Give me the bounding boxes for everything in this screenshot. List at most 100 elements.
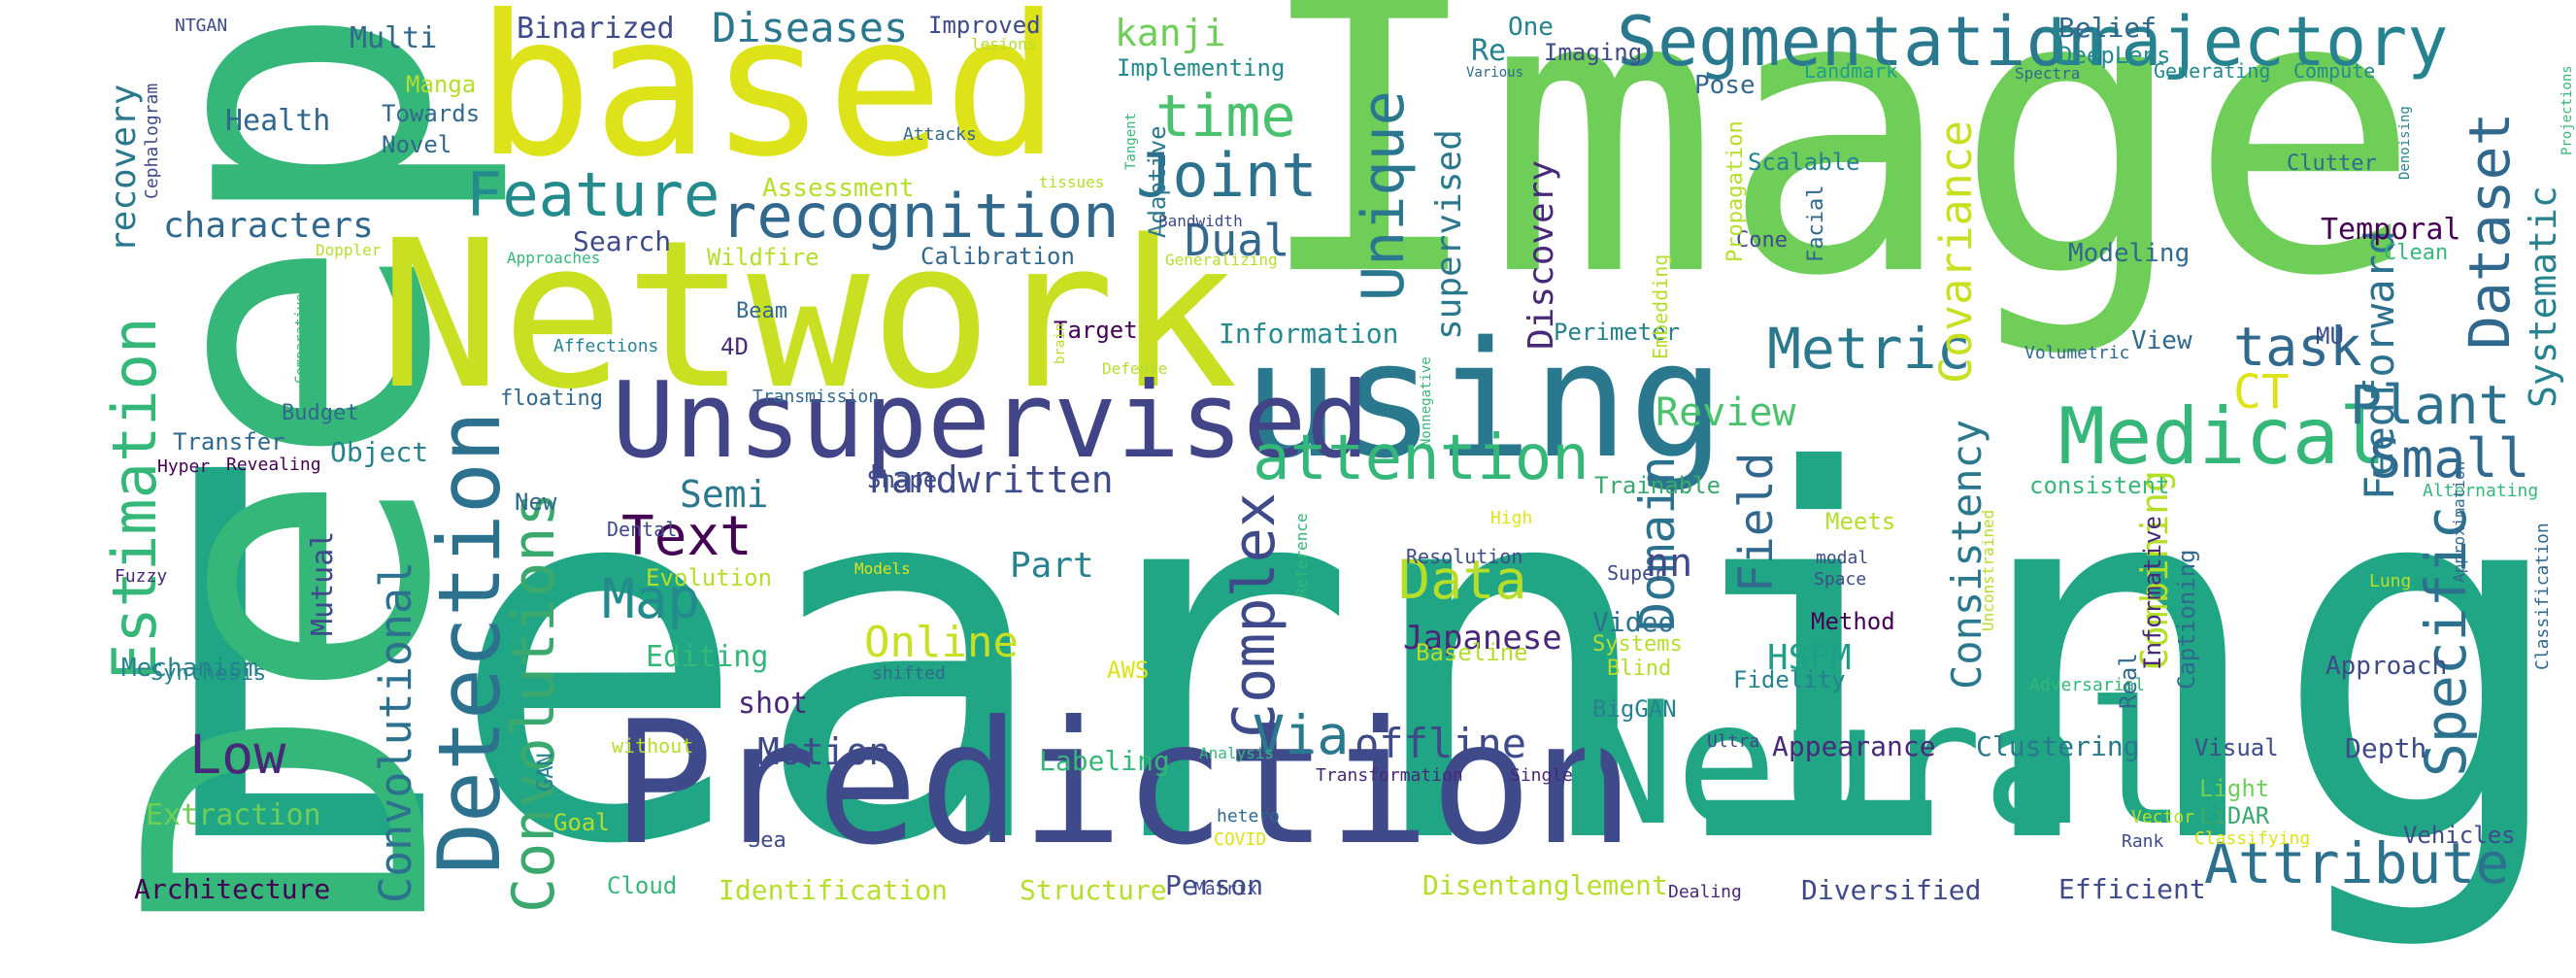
word-video: Video	[1592, 606, 1675, 638]
word-lesions: lesions	[971, 35, 1037, 53]
word-attacks: Attacks	[903, 124, 977, 145]
word-improved: Improved	[928, 12, 1041, 39]
word-scalable: Scalable	[1748, 149, 1860, 176]
word-using: using	[1243, 307, 1725, 493]
word-identification: Identification	[719, 874, 949, 906]
word-facial: Facial	[1804, 185, 1828, 262]
word-wildfire: Wildfire	[707, 244, 820, 271]
word-dealing: Dealing	[1668, 882, 1742, 902]
word-recovery: recovery	[104, 84, 144, 253]
word-field: Field	[1729, 452, 1784, 593]
word-labeling: Labeling	[1039, 745, 1170, 777]
word-japanese: Japanese	[1403, 619, 1562, 658]
word-small: Small	[2369, 427, 2530, 489]
word-convolutional: Convolutional	[370, 560, 421, 903]
word-low: Low	[189, 724, 286, 786]
word-architecture: Architecture	[134, 873, 331, 905]
word-implementing: Implementing	[1117, 54, 1286, 82]
word-various: Various	[1466, 65, 1524, 81]
word-characters: characters	[163, 206, 374, 246]
word-light: Light	[2199, 775, 2270, 802]
word-neural: Neural	[1573, 666, 2188, 863]
word-trainable: Trainable	[1594, 472, 1722, 499]
word-clustering: Clustering	[1976, 730, 2140, 762]
word-without: without	[612, 734, 694, 758]
word-consistent: consistent	[2029, 472, 2170, 499]
word-rank: Rank	[2122, 831, 2164, 852]
word-depth: Depth	[2345, 732, 2427, 764]
word-manga: Manga	[406, 71, 477, 98]
word-shifted: shifted	[872, 663, 946, 684]
word-dental: Dental	[607, 518, 678, 541]
word-cloud: Cloud	[607, 872, 678, 899]
word-text: Text	[621, 505, 753, 568]
word-affections: Affections	[553, 336, 659, 356]
word-belief: Belief	[2058, 12, 2158, 44]
word-sea: Sea	[748, 828, 786, 853]
word-unconstrained: Unconstrained	[1979, 509, 1997, 631]
word-space: Space	[1814, 569, 1867, 590]
word-evolution: Evolution	[646, 564, 773, 591]
word-approximation: Approximation	[2450, 460, 2468, 583]
word-revealing: Revealing	[226, 455, 321, 475]
word-blind: Blind	[1607, 657, 1672, 681]
word-matrix: Matrix	[1194, 879, 1258, 899]
word-hyper: Hyper	[157, 456, 211, 477]
word-structure: Structure	[1020, 874, 1167, 906]
word-diseases: Diseases	[712, 4, 909, 51]
word-transformation: Transformation	[1316, 765, 1463, 786]
word-appearance: Appearance	[1772, 730, 1936, 762]
word-lung: Lung	[2369, 571, 2412, 591]
word-brain: brain	[1053, 322, 1068, 364]
word-disentanglement: Disentanglement	[1422, 869, 1668, 901]
word-perimeter: Perimeter	[1554, 319, 1681, 346]
word-cephalogram: Cephalogram	[142, 83, 162, 199]
word-attribute: Attribute	[2204, 830, 2510, 896]
word-denoising: Denoising	[2397, 106, 2413, 180]
word-biggan: BigGAN	[1592, 695, 1677, 723]
word-reference: Reference	[1292, 513, 1311, 597]
word-unique: Unique	[1350, 90, 1418, 301]
word-part: Part	[1010, 546, 1094, 586]
word-trajectory: trajectory	[2039, 2, 2449, 82]
word-novel: Novel	[382, 131, 452, 158]
word-alternating: Alternating	[2423, 481, 2539, 501]
word-super: Super	[1607, 561, 1666, 585]
word-budget: Budget	[282, 401, 359, 425]
word-extraction: Extraction	[146, 798, 321, 832]
word-spectra: Spectra	[2015, 64, 2081, 83]
word-information: Information	[1219, 318, 1399, 350]
word-task: task	[2233, 316, 2362, 378]
word-deeplens: DeepLens	[2058, 42, 2171, 69]
word-imaging: Imaging	[1544, 39, 1643, 66]
word-towards: Towards	[382, 100, 481, 127]
word-ct: CT	[2233, 365, 2290, 420]
word-segmentation: Segmentation	[1617, 2, 2108, 82]
word-person: Person	[1165, 869, 1264, 901]
word-fuzzy: Fuzzy	[115, 566, 168, 587]
word-comparative: Comparative	[293, 293, 309, 384]
word-compute: Compute	[2293, 59, 2376, 83]
word-single: Single	[1510, 765, 1574, 786]
word-nn: nn	[1646, 541, 1693, 586]
word-online: Online	[864, 618, 1019, 667]
word-search: Search	[573, 225, 672, 257]
word-lidar: LiDAR	[2199, 802, 2270, 829]
word-complex: Complex	[1221, 492, 1288, 738]
word-binarized: Binarized	[517, 12, 675, 46]
word-diversified: Diversified	[1801, 874, 1982, 906]
word-high: High	[1490, 508, 1533, 528]
word-bandwidth: Bandwidth	[1158, 212, 1243, 230]
word-nonnegative: Nonnegative	[1419, 356, 1434, 447]
word-generating: Generating	[2154, 59, 2271, 83]
word-synthesis: Synthesis	[151, 661, 267, 686]
word-feedforward: Feedforward	[2356, 229, 2403, 500]
word-based: based	[476, 0, 1061, 200]
word-one: One	[1508, 13, 1554, 42]
word-efficient: Efficient	[2058, 873, 2206, 905]
word-transmission: Transmission	[753, 387, 880, 407]
word-classification: Classification	[2532, 523, 2553, 670]
word-beam: Beam	[736, 299, 787, 323]
word-feature: Feature	[466, 159, 720, 230]
